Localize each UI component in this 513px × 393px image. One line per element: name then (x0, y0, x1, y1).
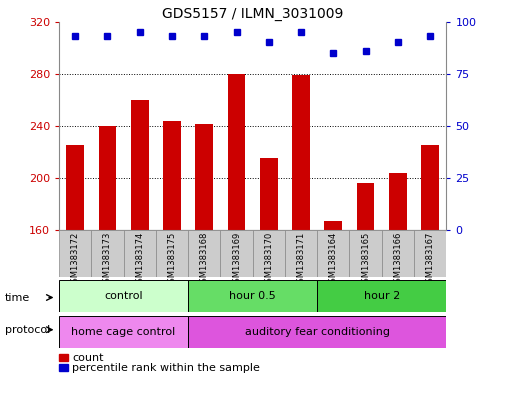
Bar (188, 280, 317, 312)
Bar (324, 221, 342, 230)
Bar (252, 230, 285, 277)
Text: GSM1383170: GSM1383170 (264, 231, 273, 288)
Bar (59, 316, 188, 348)
Bar (292, 75, 310, 230)
Text: GSM1383165: GSM1383165 (361, 231, 370, 288)
Bar (285, 230, 317, 277)
Bar (156, 230, 188, 277)
Text: GSM1383172: GSM1383172 (71, 231, 80, 288)
Bar (195, 125, 213, 230)
Text: hour 0.5: hour 0.5 (229, 291, 276, 301)
Bar (357, 183, 374, 230)
Text: GSM1383168: GSM1383168 (200, 231, 209, 288)
Bar (188, 230, 221, 277)
Bar (188, 316, 446, 348)
Text: time: time (5, 292, 30, 303)
Bar (131, 100, 149, 230)
Text: protocol: protocol (5, 325, 50, 335)
Bar (228, 73, 245, 230)
Bar (221, 230, 252, 277)
Text: GSM1383171: GSM1383171 (297, 231, 306, 288)
Bar (421, 145, 439, 230)
Title: GDS5157 / ILMN_3031009: GDS5157 / ILMN_3031009 (162, 7, 343, 20)
Text: auditory fear conditioning: auditory fear conditioning (245, 327, 390, 337)
Text: percentile rank within the sample: percentile rank within the sample (72, 363, 260, 373)
Text: GSM1383169: GSM1383169 (232, 231, 241, 288)
Bar (163, 121, 181, 230)
Bar (317, 280, 446, 312)
Text: home cage control: home cage control (71, 327, 175, 337)
Bar (59, 364, 68, 371)
Bar (382, 230, 414, 277)
Bar (59, 354, 68, 361)
Text: control: control (104, 291, 143, 301)
Bar (66, 145, 84, 230)
Text: GSM1383173: GSM1383173 (103, 231, 112, 288)
Bar (389, 173, 407, 230)
Text: hour 2: hour 2 (364, 291, 400, 301)
Bar (317, 230, 349, 277)
Bar (59, 280, 188, 312)
Text: GSM1383167: GSM1383167 (426, 231, 435, 288)
Bar (59, 230, 91, 277)
Bar (414, 230, 446, 277)
Bar (349, 230, 382, 277)
Bar (260, 158, 278, 230)
Bar (124, 230, 156, 277)
Text: GSM1383175: GSM1383175 (167, 231, 176, 288)
Bar (98, 126, 116, 230)
Text: GSM1383166: GSM1383166 (393, 231, 402, 288)
Text: count: count (72, 353, 104, 363)
Bar (91, 230, 124, 277)
Text: GSM1383164: GSM1383164 (329, 231, 338, 288)
Text: GSM1383174: GSM1383174 (135, 231, 144, 288)
